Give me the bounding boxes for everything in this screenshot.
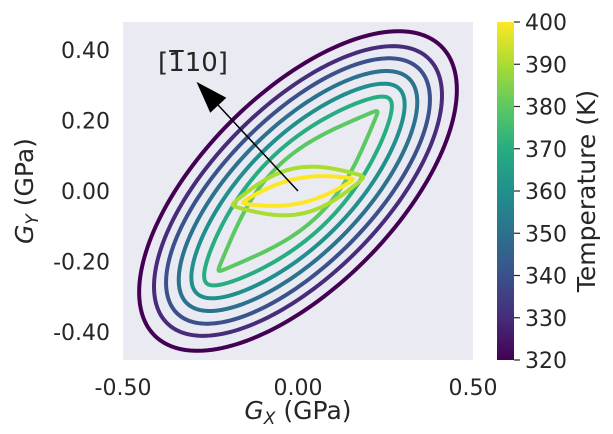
contour-320k [137, 29, 459, 353]
colorbar-tick-label: 390 [525, 53, 567, 78]
direction-arrow [217, 104, 299, 192]
contour-400k [241, 174, 355, 208]
colorbar-tick-label: 380 [525, 96, 567, 121]
colorbar-tick-label: 360 [525, 180, 567, 205]
colorbar-tick-label: 370 [525, 138, 567, 163]
x-tick-label: 0.00 [274, 376, 323, 401]
colorbar-ticks: 320 330 340 350 360 370 380 390 400 [514, 11, 567, 374]
contour-330k [152, 44, 444, 338]
y-tick-label: 0.00 [61, 180, 110, 205]
y-tick-label: 0.40 [61, 39, 110, 64]
colorbar-label: Temperature (K) [572, 90, 601, 293]
contour-390k [230, 164, 366, 218]
contour-350k [176, 69, 420, 313]
x-tick-label: -0.50 [95, 376, 152, 401]
direction-label: [110] [158, 48, 228, 78]
direction-label-open: [ [158, 48, 168, 78]
colorbar-tick-label: 320 [525, 349, 567, 374]
colorbar-gradient [497, 22, 514, 360]
y-tick-label: -0.40 [53, 321, 110, 346]
direction-arrowhead [196, 81, 227, 113]
x-axis-label: GX (GPa) [244, 396, 351, 429]
colorbar-tick-label: 330 [525, 307, 567, 332]
contour-370k [202, 94, 394, 288]
y-axis-label: GY (GPa) [10, 138, 43, 244]
colorbar-tick-label: 350 [525, 222, 567, 247]
colorbar-tick-label: 400 [525, 11, 567, 36]
contour-340k [164, 56, 432, 326]
y-tick-label: -0.20 [53, 250, 110, 275]
x-tick-label: 0.50 [449, 376, 498, 401]
direction-label-close: 10] [185, 48, 228, 78]
contour-380k [216, 109, 380, 273]
contour-360k [189, 81, 407, 301]
y-tick-label: 0.20 [61, 110, 110, 135]
direction-label-overbar-digit: 1 [168, 48, 185, 78]
x-axis-ticks: -0.50 0.00 0.50 [95, 376, 498, 401]
colorbar-tick-label: 340 [525, 265, 567, 290]
colorbar: 320 330 340 350 360 370 380 390 400 Temperature … [497, 11, 601, 374]
contour-lines [137, 29, 459, 353]
direction-annotation: [110] [158, 48, 299, 192]
y-axis-ticks: -0.40 -0.20 0.00 0.20 0.40 [53, 39, 110, 346]
